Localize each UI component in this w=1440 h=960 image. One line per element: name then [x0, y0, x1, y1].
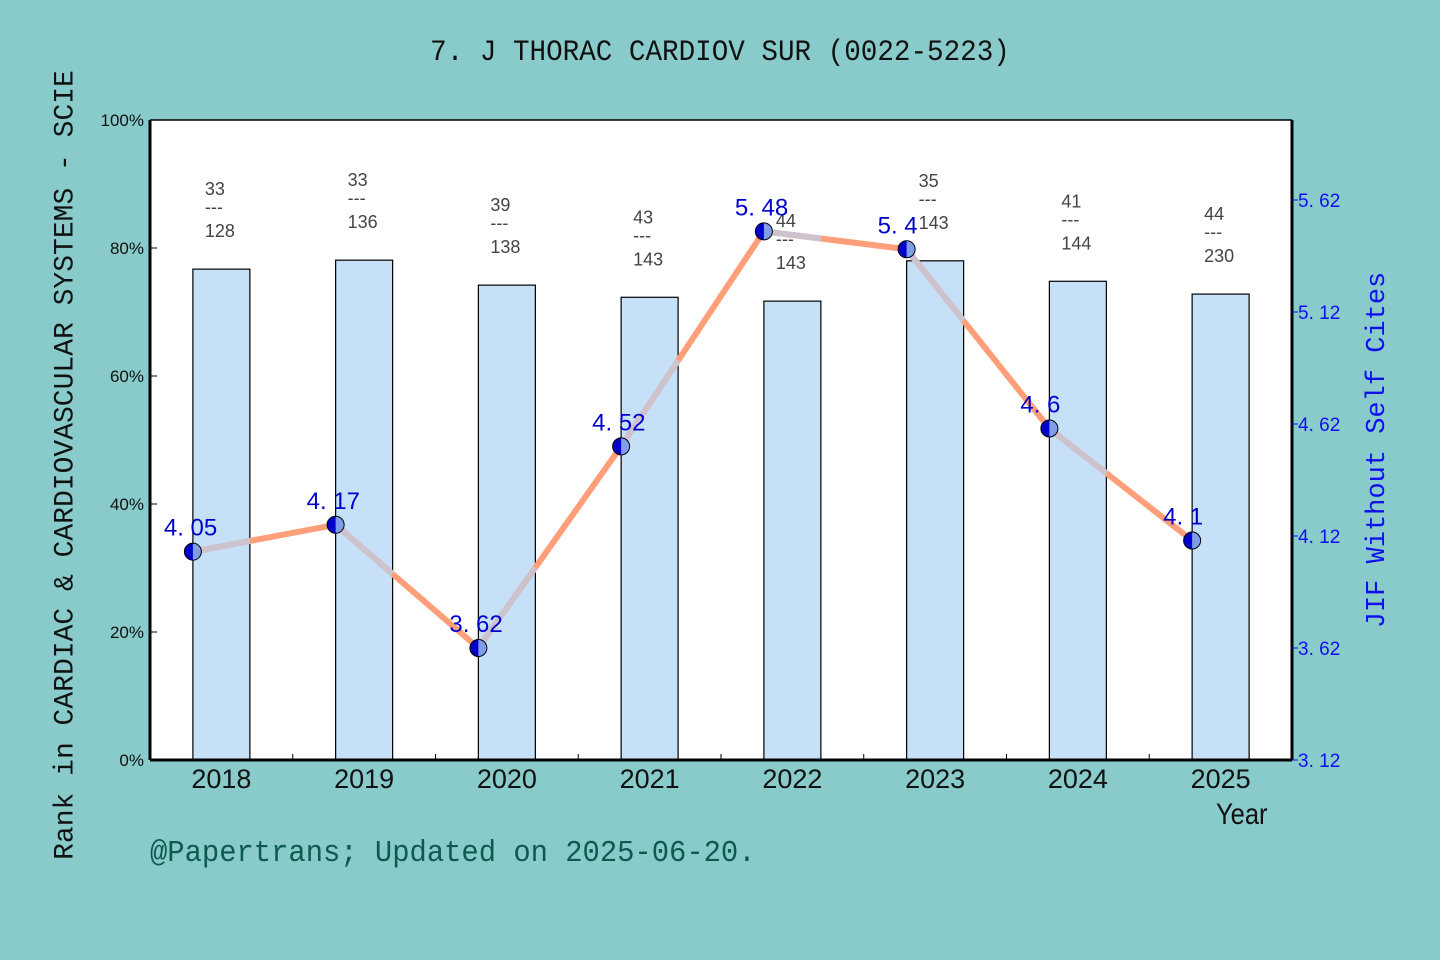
rank-divider: --- — [348, 188, 366, 208]
jif-value-label: 4. 6 — [1020, 391, 1060, 418]
rank-divider: --- — [919, 189, 937, 209]
bar-2025 — [1191, 293, 1250, 761]
x-tick-label: 2018 — [191, 764, 251, 794]
jif-value-label: 4. 52 — [592, 409, 645, 436]
right-tick-label: 3. 12 — [1298, 751, 1340, 772]
rank-label: 39 — [490, 195, 510, 215]
jif-line-overlay — [904, 247, 966, 323]
left-tick-label: 100% — [101, 111, 144, 130]
jif-marker-half — [1049, 420, 1058, 437]
x-tick-label: 2019 — [334, 764, 394, 794]
rank-divider: --- — [490, 213, 508, 233]
rank-label: 44 — [776, 211, 796, 231]
jif-line-overlay — [333, 522, 395, 577]
total-label: 144 — [1061, 233, 1091, 253]
right-tick-label: 4. 62 — [1298, 415, 1340, 436]
x-tick-label: 2020 — [477, 764, 537, 794]
jif-marker-half — [621, 438, 630, 455]
rank-label: 43 — [633, 207, 653, 227]
rank-label: 33 — [205, 179, 225, 199]
jif-value-label: 4. 1 — [1163, 503, 1203, 530]
right-tick-label: 5. 62 — [1298, 191, 1340, 212]
total-label: 143 — [919, 213, 949, 233]
jif-line-overlay — [475, 565, 538, 650]
x-tick-label: 2021 — [620, 764, 680, 794]
jif-marker-half — [335, 516, 344, 533]
total-label: 143 — [776, 253, 806, 273]
rank-divider: --- — [633, 225, 651, 245]
jif-line-overlay — [763, 228, 822, 242]
bar-2024 — [1048, 280, 1107, 761]
rank-divider: --- — [1204, 222, 1222, 242]
jif-value-label: 4. 05 — [164, 515, 217, 542]
right-tick-label: 5. 12 — [1298, 303, 1340, 324]
jif-line-overlay — [1047, 426, 1109, 476]
chart-title: 7. J THORAC CARDIOV SUR (0022-5223) — [430, 36, 1010, 70]
rank-label: 44 — [1204, 204, 1224, 224]
rank-divider: --- — [1061, 209, 1079, 229]
total-label: 143 — [633, 249, 663, 269]
jif-marker-half — [478, 640, 487, 656]
total-label: 136 — [348, 212, 378, 232]
jif-line-overlay — [618, 358, 681, 449]
jif-value-label: 3. 62 — [449, 611, 502, 638]
plot-area — [150, 120, 1292, 760]
x-tick-label: 2024 — [1048, 764, 1108, 794]
left-tick-label: 40% — [110, 495, 144, 514]
rank-divider: --- — [205, 197, 223, 217]
jif-line-overlay — [192, 537, 251, 555]
jif-marker-half — [763, 223, 772, 240]
jif-value-label: 4. 17 — [307, 488, 360, 515]
right-tick-label: 4. 12 — [1298, 527, 1340, 548]
left-tick-label: 80% — [110, 239, 144, 258]
rank-label: 35 — [919, 171, 939, 191]
rank-label: 41 — [1061, 191, 1081, 211]
bar-2020 — [477, 284, 536, 761]
x-tick-label: 2023 — [905, 764, 965, 794]
jif-marker-half — [906, 241, 915, 258]
bar-2022 — [763, 300, 822, 761]
jif-value-label: 5. 48 — [735, 194, 788, 221]
right-tick-label: 3. 62 — [1298, 639, 1340, 660]
left-tick-label: 0% — [119, 751, 144, 770]
jif-marker-half — [192, 543, 201, 560]
footer-credit: @Papertrans; Updated on 2025-06-20. — [150, 836, 756, 871]
total-label: 230 — [1204, 246, 1234, 266]
jif-marker-half — [1192, 532, 1201, 549]
total-label: 138 — [490, 237, 520, 257]
total-label: 128 — [205, 221, 235, 241]
left-tick-label: 20% — [110, 623, 144, 642]
jif-value-label: 5. 4 — [878, 212, 918, 239]
x-axis-label: Year — [1216, 798, 1268, 831]
rank-label: 33 — [348, 170, 368, 190]
x-tick-label: 2022 — [762, 764, 822, 794]
bar-2021 — [620, 296, 679, 761]
bar-2018 — [192, 268, 251, 761]
left-tick-label: 60% — [110, 367, 144, 386]
bar-2023 — [906, 260, 965, 761]
x-tick-label: 2025 — [1191, 764, 1251, 794]
